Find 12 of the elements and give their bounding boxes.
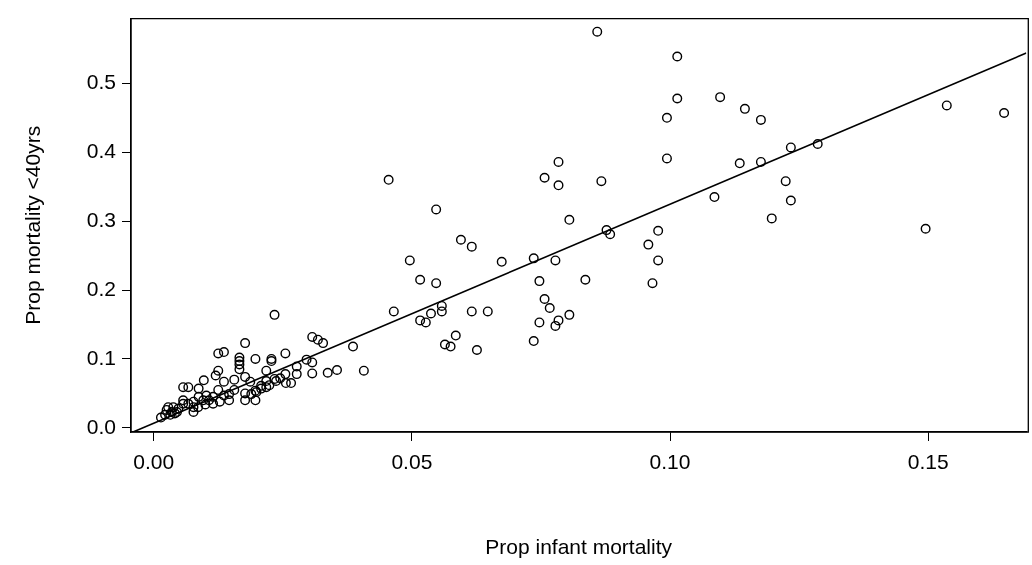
y-tick-label: 0.5 (86, 70, 116, 94)
y-tick-label: 0.3 (86, 207, 116, 231)
y-tick-label: 0.0 (86, 414, 116, 438)
y-tick-label: 0.1 (86, 345, 116, 369)
y-tick-label: 0.4 (86, 139, 117, 163)
y-axis-title: Prop mortality <40yrs (21, 125, 45, 325)
x-tick-label: 0.10 (649, 450, 691, 474)
x-tick-label: 0.15 (907, 450, 949, 474)
x-tick-label: 0.05 (391, 450, 433, 474)
x-axis-title: Prop infant mortality (485, 535, 673, 559)
x-tick-label: 0.00 (133, 450, 175, 474)
y-tick-label: 0.2 (86, 276, 116, 300)
